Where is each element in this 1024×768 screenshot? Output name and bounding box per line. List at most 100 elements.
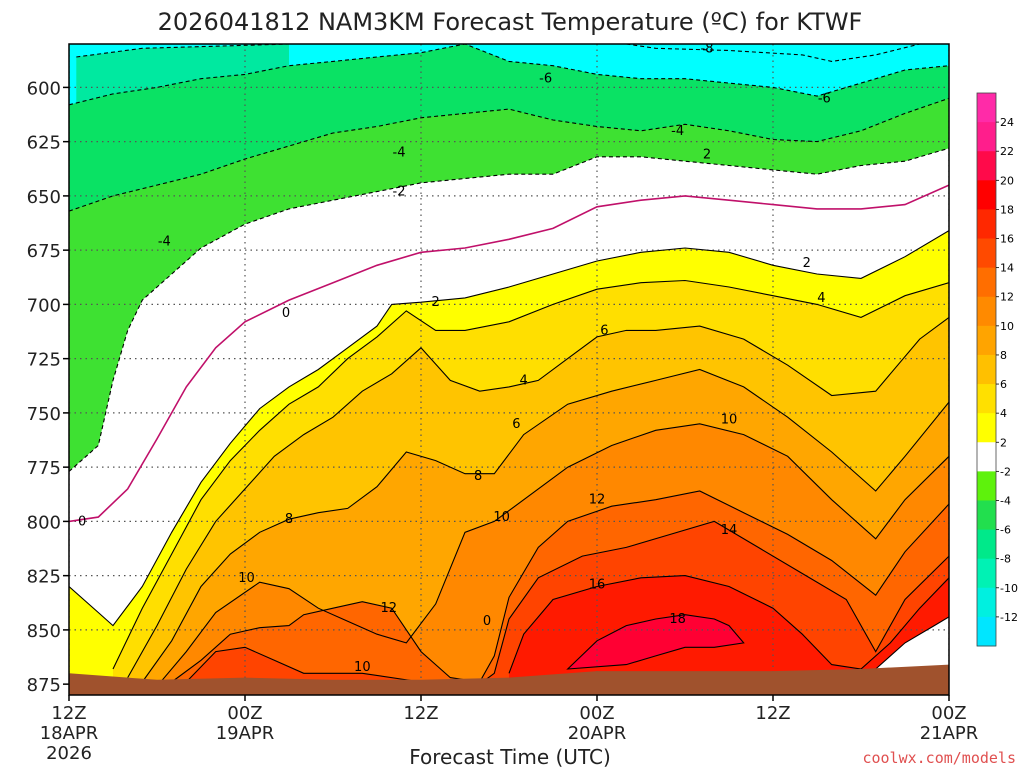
contour-label: 2 — [432, 295, 440, 310]
contour-label: 16 — [589, 577, 606, 592]
contour-label: 6 — [512, 417, 520, 432]
contour-label: -8 — [701, 41, 714, 56]
contour-label: 0 — [483, 614, 491, 629]
isotherm--8-b — [626, 44, 920, 62]
isotherm--8 — [76, 44, 290, 58]
x-tick-label: 19APR — [216, 723, 275, 744]
colorbar-swatch — [977, 267, 996, 298]
contour-label: 2 — [803, 256, 811, 271]
colorbar-swatch — [977, 122, 996, 152]
x-tick-label: 12Z — [51, 703, 86, 724]
y-tick-label: 825 — [27, 567, 61, 588]
band-18 — [567, 614, 744, 669]
y-tick-label: 700 — [27, 295, 61, 316]
colorbar-swatch — [977, 180, 996, 210]
isotherm-8 — [141, 368, 949, 683]
contour-label: 18 — [669, 612, 686, 627]
contour-label: -4 — [158, 234, 171, 249]
colorbar-swatch — [977, 558, 996, 589]
chart-title: 2026041812 NAM3KM Forecast Temperature (… — [158, 8, 863, 36]
colorbar-label: -12 — [1000, 611, 1018, 624]
y-axis: 600 625 650 675 700 725 750 775 800 825 850 875 — [27, 78, 69, 696]
x-tick-label: 2026 — [46, 743, 92, 764]
colorbar-label: 20 — [1000, 174, 1014, 187]
colorbar-swatch — [977, 384, 996, 414]
x-tick-label: 12Z — [755, 703, 790, 724]
colorbar-border — [976, 92, 997, 647]
contour-label: 10 — [354, 660, 371, 675]
isotherm-2 — [69, 230, 949, 627]
isotherm-contours — [69, 44, 949, 687]
isotherm-6 — [127, 316, 949, 678]
colorbar-label: -6 — [1000, 524, 1011, 537]
colorbar-label: 12 — [1000, 291, 1014, 304]
colorbar-swatch — [977, 325, 996, 356]
contour-label: 10 — [238, 571, 255, 586]
colorbar-label: 18 — [1000, 203, 1014, 216]
x-tick-label: 00Z — [579, 703, 614, 724]
y-tick-label: 750 — [27, 404, 61, 425]
isotherm-12 — [171, 490, 949, 683]
plot-area: -8 -6 -6 -4 -4 -4 -2 2 0 0 2 2 4 4 6 6 8 8 10 10 10 10 12 12 14 1… — [69, 41, 949, 695]
y-tick-label: 650 — [27, 187, 61, 208]
contour-label: -4 — [393, 146, 406, 161]
colorbar-label: 22 — [1000, 145, 1014, 158]
y-tick-label: 600 — [27, 78, 61, 99]
colorbar-label: -10 — [1000, 582, 1018, 595]
contour-label: 10 — [493, 510, 510, 525]
contour-label: -2 — [393, 185, 406, 200]
colorbar-swatch — [977, 500, 996, 531]
colorbar-label: -8 — [1000, 553, 1011, 566]
contour-label: 8 — [474, 469, 482, 484]
colorbar-swatch — [977, 296, 996, 327]
temperature-bands — [69, 44, 949, 695]
colorbar-label: 2 — [1000, 436, 1007, 449]
colorbar-label: 8 — [1000, 349, 1007, 362]
colorbar-swatch — [977, 93, 996, 123]
colorbar-swatch — [977, 471, 996, 501]
x-tick-label: 00Z — [931, 703, 966, 724]
contour-label: 6 — [600, 323, 608, 338]
colorbar-swatch — [977, 238, 996, 269]
contour-label: 0 — [282, 306, 290, 321]
isotherm-20 — [875, 616, 949, 670]
isotherm-18 — [566, 614, 745, 670]
isotherm-16 — [508, 575, 949, 674]
colorbar-label: 16 — [1000, 233, 1014, 246]
contour-label: -4 — [671, 124, 684, 139]
credit-text: coolwx.com/models — [862, 749, 1016, 767]
contour-label: 2 — [703, 148, 711, 163]
contour-label: -6 — [818, 91, 831, 106]
grid-lines — [69, 44, 949, 695]
colorbar-swatch — [977, 151, 996, 181]
terrain-surface — [69, 664, 949, 695]
x-axis-label: Forecast Time (UTC) — [409, 745, 611, 768]
y-tick-label: 625 — [27, 133, 61, 154]
colorbar-swatch — [977, 413, 996, 443]
colorbar-label: 4 — [1000, 407, 1007, 420]
colorbar-swatch — [977, 529, 996, 560]
colorbar-swatch — [977, 209, 996, 240]
contour-labels: -8 -6 -6 -4 -4 -4 -2 2 0 0 2 2 4 4 6 6 8 8 10 10 10 10 12 12 14 1… — [78, 41, 831, 675]
y-tick-label: 725 — [27, 350, 61, 371]
colorbar-swatch — [977, 587, 996, 618]
x-tick-label: 12Z — [403, 703, 438, 724]
y-tick-label: 875 — [27, 675, 61, 696]
isotherm--6 — [69, 44, 949, 106]
colorbar-swatch — [977, 354, 996, 385]
colorbar-label: -2 — [1000, 465, 1011, 478]
contour-label: 4 — [817, 291, 825, 306]
contour-label: -6 — [539, 72, 552, 87]
y-tick-label: 775 — [27, 458, 61, 479]
contour-label: 8 — [285, 512, 293, 527]
contour-label: 0 — [78, 514, 86, 529]
y-tick-label: 850 — [27, 621, 61, 642]
colorbar-label: 24 — [1000, 116, 1014, 129]
colorbar-swatch — [977, 616, 996, 647]
colorbar-label: 10 — [1000, 320, 1014, 333]
isotherm-10 — [156, 423, 949, 687]
colorbar-swatch — [977, 442, 996, 472]
colorbar-label: 6 — [1000, 378, 1007, 391]
